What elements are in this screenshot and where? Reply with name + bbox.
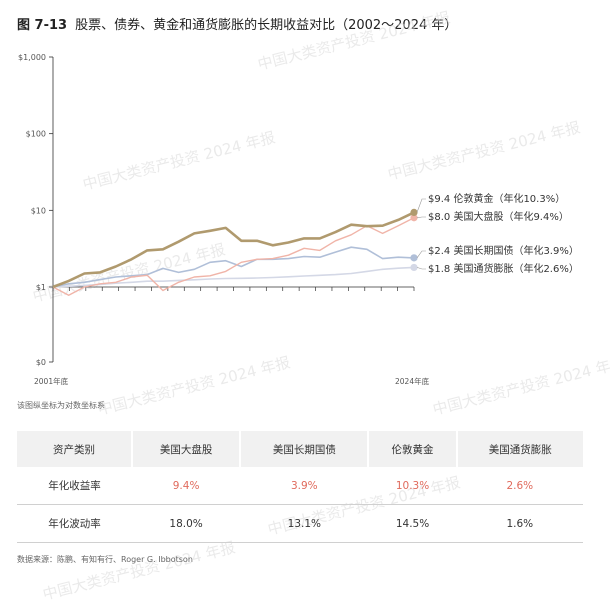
- series-end-label-gold: $9.4 伦敦黄金（年化10.3%）: [428, 192, 565, 205]
- y-tick-label: $0: [36, 358, 46, 367]
- data-source: 数据来源：陈鹏、有知有行、Roger G. Ibbotson: [17, 555, 193, 564]
- table-cell: 13.1%: [240, 504, 369, 543]
- table-header: 美国长期国债: [239, 431, 369, 467]
- series-line-cpi: [52, 266, 415, 288]
- table-cell: 1.6%: [456, 504, 583, 543]
- table-cell: 18.0%: [132, 504, 241, 543]
- y-tick-label: $10: [31, 206, 46, 215]
- table-cell: 14.5%: [368, 504, 457, 543]
- x-tick-label-start: 2001年底: [34, 376, 69, 386]
- figure-number: 图 7-13: [17, 18, 68, 33]
- figure-title: 图 7-13 股票、债券、黄金和通货膨胀的长期收益对比（2002～2024 年）: [17, 14, 457, 33]
- y-tick-label: $1,000: [18, 53, 46, 62]
- series-end-marker-treasury: [410, 254, 418, 262]
- series-label-connector-sp500: [416, 216, 426, 219]
- table-header: 资产类别: [17, 431, 132, 467]
- y-tick-label: $1: [36, 283, 46, 292]
- series-end-label-treasury: $2.4 美国长期国债（年化3.9%）: [428, 244, 579, 257]
- table-cell: 3.9%: [240, 467, 369, 505]
- series-label-connector-gold: [416, 198, 426, 213]
- table-header: 美国通货膨胀: [455, 431, 583, 467]
- series-end-label-cpi: $1.8 美国通货膨胀（年化2.6%）: [428, 262, 579, 275]
- table-row: 年化收益率 9.4% 3.9% 10.3% 2.6%: [17, 467, 583, 505]
- series-end-marker-cpi: [410, 263, 418, 272]
- figure-title-text: 股票、债券、黄金和通货膨胀的长期收益对比（2002～2024 年）: [75, 18, 458, 33]
- series-line-treasury: [52, 246, 415, 288]
- series-label-connector-treasury: [416, 250, 426, 259]
- watermark: 中国大类资产投资 2024 年报: [40, 538, 238, 604]
- table-header-row: 资产类别 美国大盘股 美国长期国债 伦敦黄金 美国通货膨胀: [17, 431, 583, 467]
- series-end-label-sp500: $8.0 美国大盘股（年化9.4%）: [428, 210, 569, 223]
- table-row: 年化波动率 18.0% 13.1% 14.5% 1.6%: [17, 504, 583, 543]
- chart: $0 $1 $10 $100 $1,000 2001年底 2024年底 $1.8 美国通货膨胀…: [18, 53, 579, 386]
- table-header: 伦敦黄金: [367, 431, 457, 467]
- table-row-label: 年化波动率: [17, 504, 132, 543]
- series-end-marker-sp500: [410, 214, 418, 222]
- x-tick-label-end: 2024年底: [395, 376, 430, 386]
- table-row-label: 年化收益率: [17, 467, 132, 505]
- table-header: 美国大盘股: [130, 431, 241, 467]
- series-line-gold: [52, 211, 415, 289]
- table-cell: 10.3%: [368, 467, 457, 505]
- table-cell: 9.4%: [132, 467, 241, 505]
- table-cell: 2.6%: [456, 467, 583, 505]
- y-tick-label: $100: [26, 130, 46, 139]
- series-line-sp500: [52, 217, 415, 296]
- stats-table: 资产类别 美国大盘股 美国长期国债 伦敦黄金 美国通货膨胀 年化收益率 9.4%…: [17, 431, 583, 543]
- series-label-connector-cpi: [416, 267, 426, 270]
- series-end-marker-gold: [410, 208, 418, 216]
- chart-note: 该图纵坐标为对数坐标系: [17, 401, 105, 410]
